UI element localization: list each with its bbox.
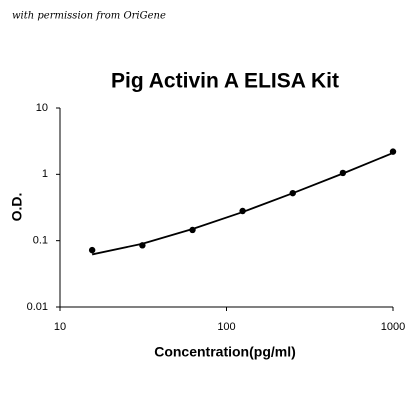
- y-tick-label: 0.01: [27, 301, 48, 313]
- x-tick-label: 100: [217, 321, 235, 333]
- data-point: [88, 246, 96, 254]
- x-tick-label: 10: [54, 321, 66, 333]
- y-axis-label: O.D.: [9, 193, 25, 222]
- fit-line: [91, 152, 394, 256]
- y-tick-label: 10: [36, 102, 48, 114]
- x-axis-label: Concentration(pg/ml): [154, 344, 296, 360]
- y-tick-label: 1: [42, 168, 48, 180]
- y-tick-label: 0.1: [33, 235, 48, 247]
- x-tick-label: 1000: [381, 321, 405, 333]
- watermark: with permission from OriGene: [12, 11, 166, 22]
- chart-title: Pig Activin A ELISA Kit: [111, 70, 339, 93]
